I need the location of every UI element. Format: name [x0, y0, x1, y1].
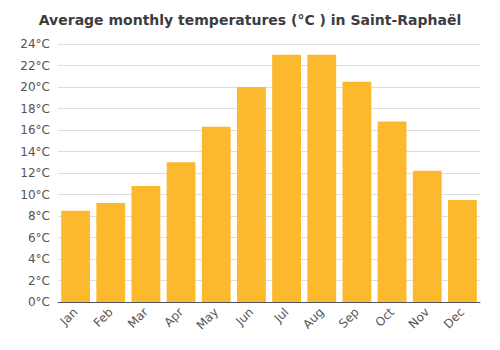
- svg-text:10°C: 10°C: [20, 188, 50, 202]
- svg-text:Jan: Jan: [57, 305, 81, 329]
- svg-text:2°C: 2°C: [28, 274, 50, 288]
- svg-text:Feb: Feb: [91, 305, 116, 330]
- svg-text:Mar: Mar: [125, 305, 151, 331]
- svg-text:0°C: 0°C: [28, 295, 50, 309]
- svg-text:Aug: Aug: [300, 305, 326, 331]
- svg-text:Jun: Jun: [233, 305, 257, 329]
- svg-text:16°C: 16°C: [20, 123, 50, 137]
- svg-text:Apr: Apr: [161, 305, 186, 330]
- svg-text:Average monthly temperatures (: Average monthly temperatures (°C ) in Sa…: [39, 12, 461, 28]
- svg-text:May: May: [194, 305, 221, 332]
- svg-text:Jul: Jul: [271, 305, 292, 326]
- svg-text:14°C: 14°C: [20, 145, 50, 159]
- svg-text:20°C: 20°C: [20, 80, 50, 94]
- svg-text:4°C: 4°C: [28, 252, 50, 266]
- svg-text:8°C: 8°C: [28, 209, 50, 223]
- svg-text:22°C: 22°C: [20, 59, 50, 73]
- svg-text:Sep: Sep: [336, 305, 362, 331]
- svg-text:Dec: Dec: [441, 305, 467, 331]
- svg-text:Nov: Nov: [406, 305, 432, 331]
- svg-text:6°C: 6°C: [28, 231, 50, 245]
- svg-text:18°C: 18°C: [20, 102, 50, 116]
- svg-text:12°C: 12°C: [20, 166, 50, 180]
- svg-text:Oct: Oct: [372, 305, 397, 330]
- svg-text:24°C: 24°C: [20, 37, 50, 51]
